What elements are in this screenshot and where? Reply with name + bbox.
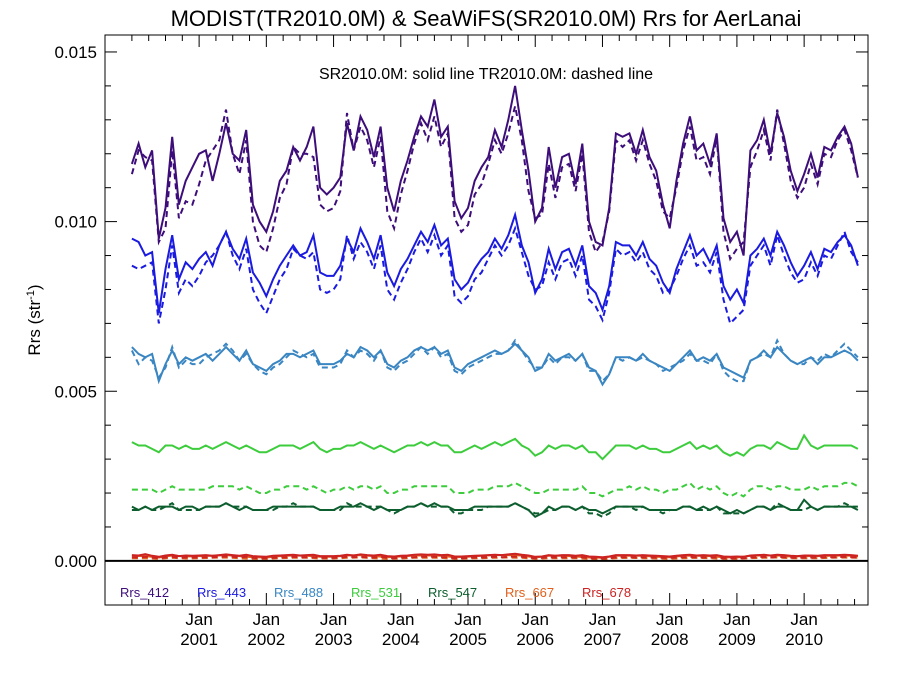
- legend-entry-rrs-547: Rrs_547: [428, 585, 477, 600]
- legend-entry-rrs-443: Rrs_443: [197, 585, 246, 600]
- x-tick-month: Jan: [790, 610, 817, 629]
- x-tick-year: 2006: [516, 630, 554, 649]
- rrs-443-dashed-line: [131, 225, 859, 326]
- plot-frame: [104, 34, 869, 606]
- x-tick-month: Jan: [320, 610, 347, 629]
- y-tick-label: 0.015: [54, 43, 97, 62]
- x-tick-month: Jan: [522, 610, 549, 629]
- legend-entry-rrs-488: Rrs_488: [274, 585, 323, 600]
- x-tick-month: Jan: [253, 610, 280, 629]
- legend: Rrs_412 Rrs_443 Rrs_488 Rrs_531 Rrs_547 Rrs_6…: [120, 585, 631, 600]
- x-tick-year: 2004: [382, 630, 420, 649]
- x-tick-year: 2009: [718, 630, 756, 649]
- y-tick-label: 0.000: [54, 552, 97, 571]
- x-tick-year: 2001: [180, 630, 218, 649]
- legend-entry-rrs-412: Rrs_412: [120, 585, 169, 600]
- y-axis-label-text: Rrs (str: [25, 300, 44, 356]
- rrs-488-solid-line: [131, 342, 859, 387]
- x-tick-year: 2010: [785, 630, 823, 649]
- series-layer: [130, 85, 859, 561]
- rrs-443-solid-line: [131, 211, 859, 314]
- y-axis-label-close: ): [25, 284, 44, 290]
- y-tick-label: 0.010: [54, 213, 97, 232]
- x-tick-year: 2005: [449, 630, 487, 649]
- axes-layer: 0.0000.0050.0100.015Jan2001Jan2002Jan200…: [54, 34, 869, 649]
- x-tick-month: Jan: [387, 610, 414, 629]
- rrs-531-dashed-line: [131, 481, 859, 498]
- x-tick-month: Jan: [589, 610, 616, 629]
- y-axis-label-superscript: -1: [25, 290, 37, 300]
- legend-entry-rrs-531: Rrs_531: [351, 585, 400, 600]
- x-tick-month: Jan: [454, 610, 481, 629]
- rrs-547-solid-line: [131, 498, 859, 519]
- rrs-678-dashed-line: [131, 555, 858, 560]
- rrs-678-solid-line: [131, 552, 859, 559]
- x-tick-month: Jan: [185, 610, 212, 629]
- x-tick-month: Jan: [656, 610, 683, 629]
- rrs-531-solid-line: [131, 433, 859, 461]
- rrs-412-dashed-line: [130, 105, 859, 262]
- rrs-412-solid-line: [130, 85, 859, 256]
- line-style-annotation: SR2010.0M: solid line TR2010.0M: dashed …: [319, 66, 653, 83]
- legend-entry-rrs-667: Rrs_667: [505, 585, 554, 600]
- x-tick-year: 2003: [315, 630, 353, 649]
- y-tick-label: 0.005: [54, 382, 97, 401]
- y-axis-label: Rrs (str-1): [25, 284, 44, 355]
- rrs-488-dashed-line: [131, 337, 859, 383]
- chart-title: MODIST(TR2010.0M) & SeaWiFS(SR2010.0M) R…: [171, 6, 802, 31]
- x-tick-year: 2007: [584, 630, 622, 649]
- legend-entry-rrs-678: Rrs_678: [582, 585, 631, 600]
- x-tick-year: 2002: [247, 630, 285, 649]
- x-tick-month: Jan: [723, 610, 750, 629]
- x-tick-year: 2008: [651, 630, 689, 649]
